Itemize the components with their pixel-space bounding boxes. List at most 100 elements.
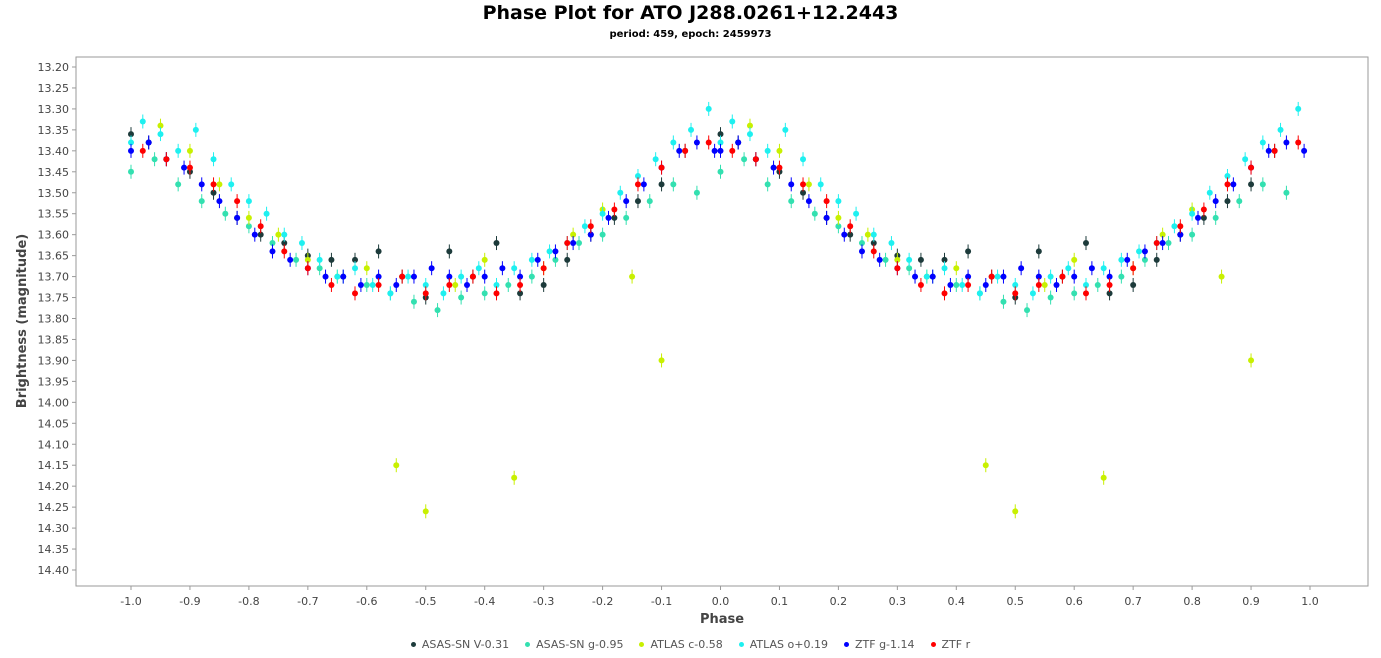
data-point [906,265,913,272]
x-tick-label: 0.2 [830,595,848,608]
data-point [517,281,524,288]
chart-subtitle: period: 459, epoch: 2459973 [609,29,772,40]
data-point [965,273,972,280]
data-point [805,198,812,205]
data-point [876,256,883,263]
data-point [1024,307,1031,314]
data-point [269,248,276,255]
data-point [410,298,417,305]
data-point [552,248,559,255]
data-point [634,181,641,188]
data-point [1012,281,1019,288]
x-axis-label: Phase [700,612,744,627]
data-point [870,248,877,255]
data-point [493,281,500,288]
data-point [800,189,807,196]
data-point [316,265,323,272]
y-tick-label: 14.15 [38,459,70,472]
data-point [210,156,217,163]
data-point [293,256,300,263]
legend-item: ATLAS c-0.58 [639,638,723,651]
data-point [841,231,848,238]
data-point [210,181,217,188]
data-point [1065,265,1072,272]
data-point [186,164,193,171]
x-tick-label: -0.5 [415,595,436,608]
data-point [534,256,541,263]
data-point [186,147,193,154]
data-point [1130,281,1137,288]
data-point [1130,265,1137,272]
y-tick-label: 13.90 [38,354,70,367]
data-point [1118,273,1125,280]
data-point [1271,147,1278,154]
data-point [912,273,919,280]
data-point [788,198,795,205]
data-point [965,281,972,288]
data-point [605,214,612,221]
data-point [511,265,518,272]
data-point [369,281,376,288]
data-point [688,126,695,133]
data-point [670,181,677,188]
data-point [1124,256,1131,263]
data-point [363,265,370,272]
data-point [281,240,288,247]
data-point [1259,139,1266,146]
data-point [864,231,871,238]
data-point [1165,240,1172,247]
data-point [210,189,217,196]
data-point [357,281,364,288]
data-point [405,273,412,280]
data-point [316,256,323,263]
data-point [1265,147,1272,154]
data-point [599,231,606,238]
data-point [1012,508,1019,515]
data-point [328,281,335,288]
data-point [923,273,930,280]
data-point [163,156,170,163]
data-point [128,147,134,154]
data-point [1206,189,1213,196]
data-point [611,206,618,213]
data-points [128,101,1308,519]
data-point [835,214,842,221]
x-tick-label: 0.1 [771,595,789,608]
legend-item: ZTF r [930,638,970,651]
data-point [853,210,860,217]
data-point [145,139,152,146]
data-point [1295,105,1302,112]
data-point [275,231,282,238]
data-point [717,131,724,138]
data-point [1177,231,1184,238]
data-point [157,131,164,138]
data-point [192,126,199,133]
data-point [982,281,989,288]
data-point [269,240,276,247]
data-point [800,156,807,163]
data-point [959,281,966,288]
data-point [1047,294,1054,301]
data-point [245,223,252,230]
data-point [387,290,394,297]
data-point [393,281,400,288]
data-point [469,273,476,280]
data-point [422,290,429,297]
x-tick-label: 0.8 [1183,595,1201,608]
data-point [941,265,948,272]
data-point [1071,256,1078,263]
data-point [552,256,559,263]
y-tick-label: 13.85 [38,333,70,346]
data-point [464,281,471,288]
data-point [151,156,158,163]
data-point [1141,248,1148,255]
data-point [870,240,877,247]
x-tick-label: -0.7 [297,595,318,608]
data-point [682,147,689,154]
data-point [434,307,441,314]
data-point [157,122,164,129]
data-point [1153,240,1160,247]
data-point [1118,256,1125,263]
data-point [528,256,535,263]
data-point [1248,164,1255,171]
